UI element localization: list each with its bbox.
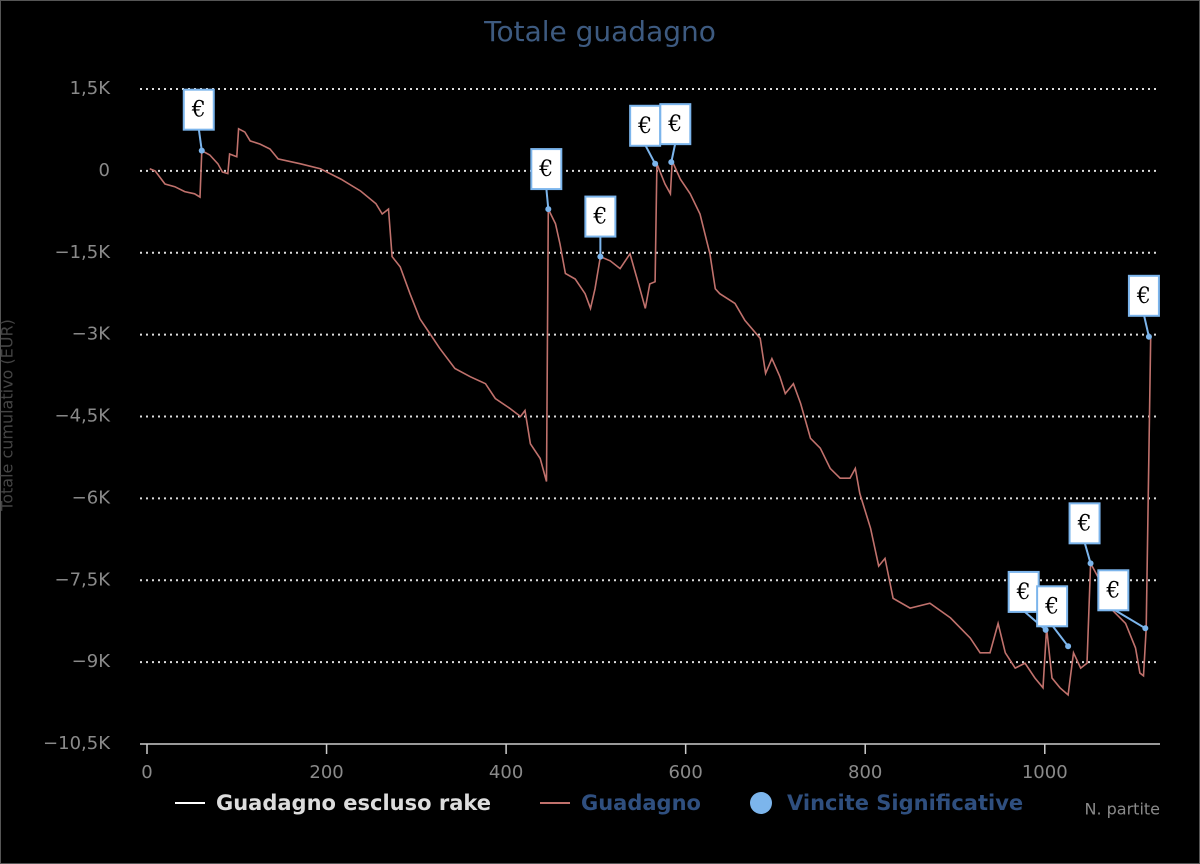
marker — [597, 253, 604, 260]
y-tick-label: −6K — [72, 487, 112, 508]
legend-label: Vincite Significative — [787, 791, 1023, 815]
legend-symbol — [750, 792, 772, 814]
marker — [1145, 333, 1152, 340]
callout-box — [182, 88, 215, 131]
y-tick-label: 0 — [99, 160, 110, 181]
callout-label: € — [1044, 594, 1059, 619]
chart-title: Totale guadagno — [483, 15, 716, 48]
callout-connector — [545, 187, 550, 210]
y-tick-label: −3K — [72, 324, 112, 345]
callout-connector — [670, 142, 677, 163]
x-axis-label: N. partite — [1084, 800, 1160, 819]
y-tick-label: −9K — [72, 651, 112, 672]
callout-connector — [1051, 624, 1069, 647]
callout-label: € — [1136, 284, 1151, 309]
x-tick-label: 0 — [141, 762, 152, 783]
callout-box — [1068, 502, 1101, 545]
x-tick-label: 800 — [848, 762, 882, 783]
callout-box — [530, 148, 563, 191]
x-tick-label: 400 — [489, 762, 523, 783]
y-tick-label: −4,5K — [54, 406, 111, 427]
marker — [1065, 643, 1072, 650]
y-tick-label: −10,5K — [43, 733, 111, 754]
y-axis-label: Totale cumulativo (EUR) — [0, 319, 17, 512]
callout-box — [584, 195, 617, 238]
callout-label: € — [667, 112, 682, 137]
callout-label: € — [1016, 580, 1031, 605]
callout-label: € — [538, 157, 553, 182]
callout-label: € — [1077, 511, 1092, 536]
marker — [668, 159, 675, 166]
y-tick-label: −1,5K — [54, 242, 111, 263]
x-tick-label: 1000 — [1022, 762, 1068, 783]
legend-label: Guadagno — [581, 791, 701, 815]
y-tick-label: 1,5K — [70, 78, 112, 99]
marker — [198, 147, 205, 154]
callout-box — [659, 103, 692, 146]
callout-label: € — [191, 98, 206, 123]
line — [149, 127, 1152, 697]
callout-connector — [1142, 314, 1150, 338]
callout-label: € — [592, 205, 607, 230]
legend-label: Guadagno escluso rake — [216, 791, 491, 815]
callout-connector — [1112, 608, 1146, 630]
callout-box — [1097, 569, 1130, 612]
callout-box — [1127, 274, 1160, 317]
callout-connector — [644, 144, 657, 165]
callout-label: € — [637, 114, 652, 139]
callout-box — [629, 104, 662, 147]
marker — [1142, 625, 1149, 632]
marker — [1087, 560, 1094, 567]
callout-label: € — [1105, 578, 1120, 603]
y-tick-label: −7,5K — [54, 569, 111, 590]
x-tick-label: 600 — [668, 762, 702, 783]
callout-box — [1036, 585, 1069, 628]
marker — [1042, 626, 1049, 633]
callout-connector — [1083, 542, 1092, 564]
marker — [652, 160, 659, 167]
marker — [545, 206, 552, 213]
callout-connector — [197, 128, 203, 151]
x-tick-label: 200 — [309, 762, 343, 783]
